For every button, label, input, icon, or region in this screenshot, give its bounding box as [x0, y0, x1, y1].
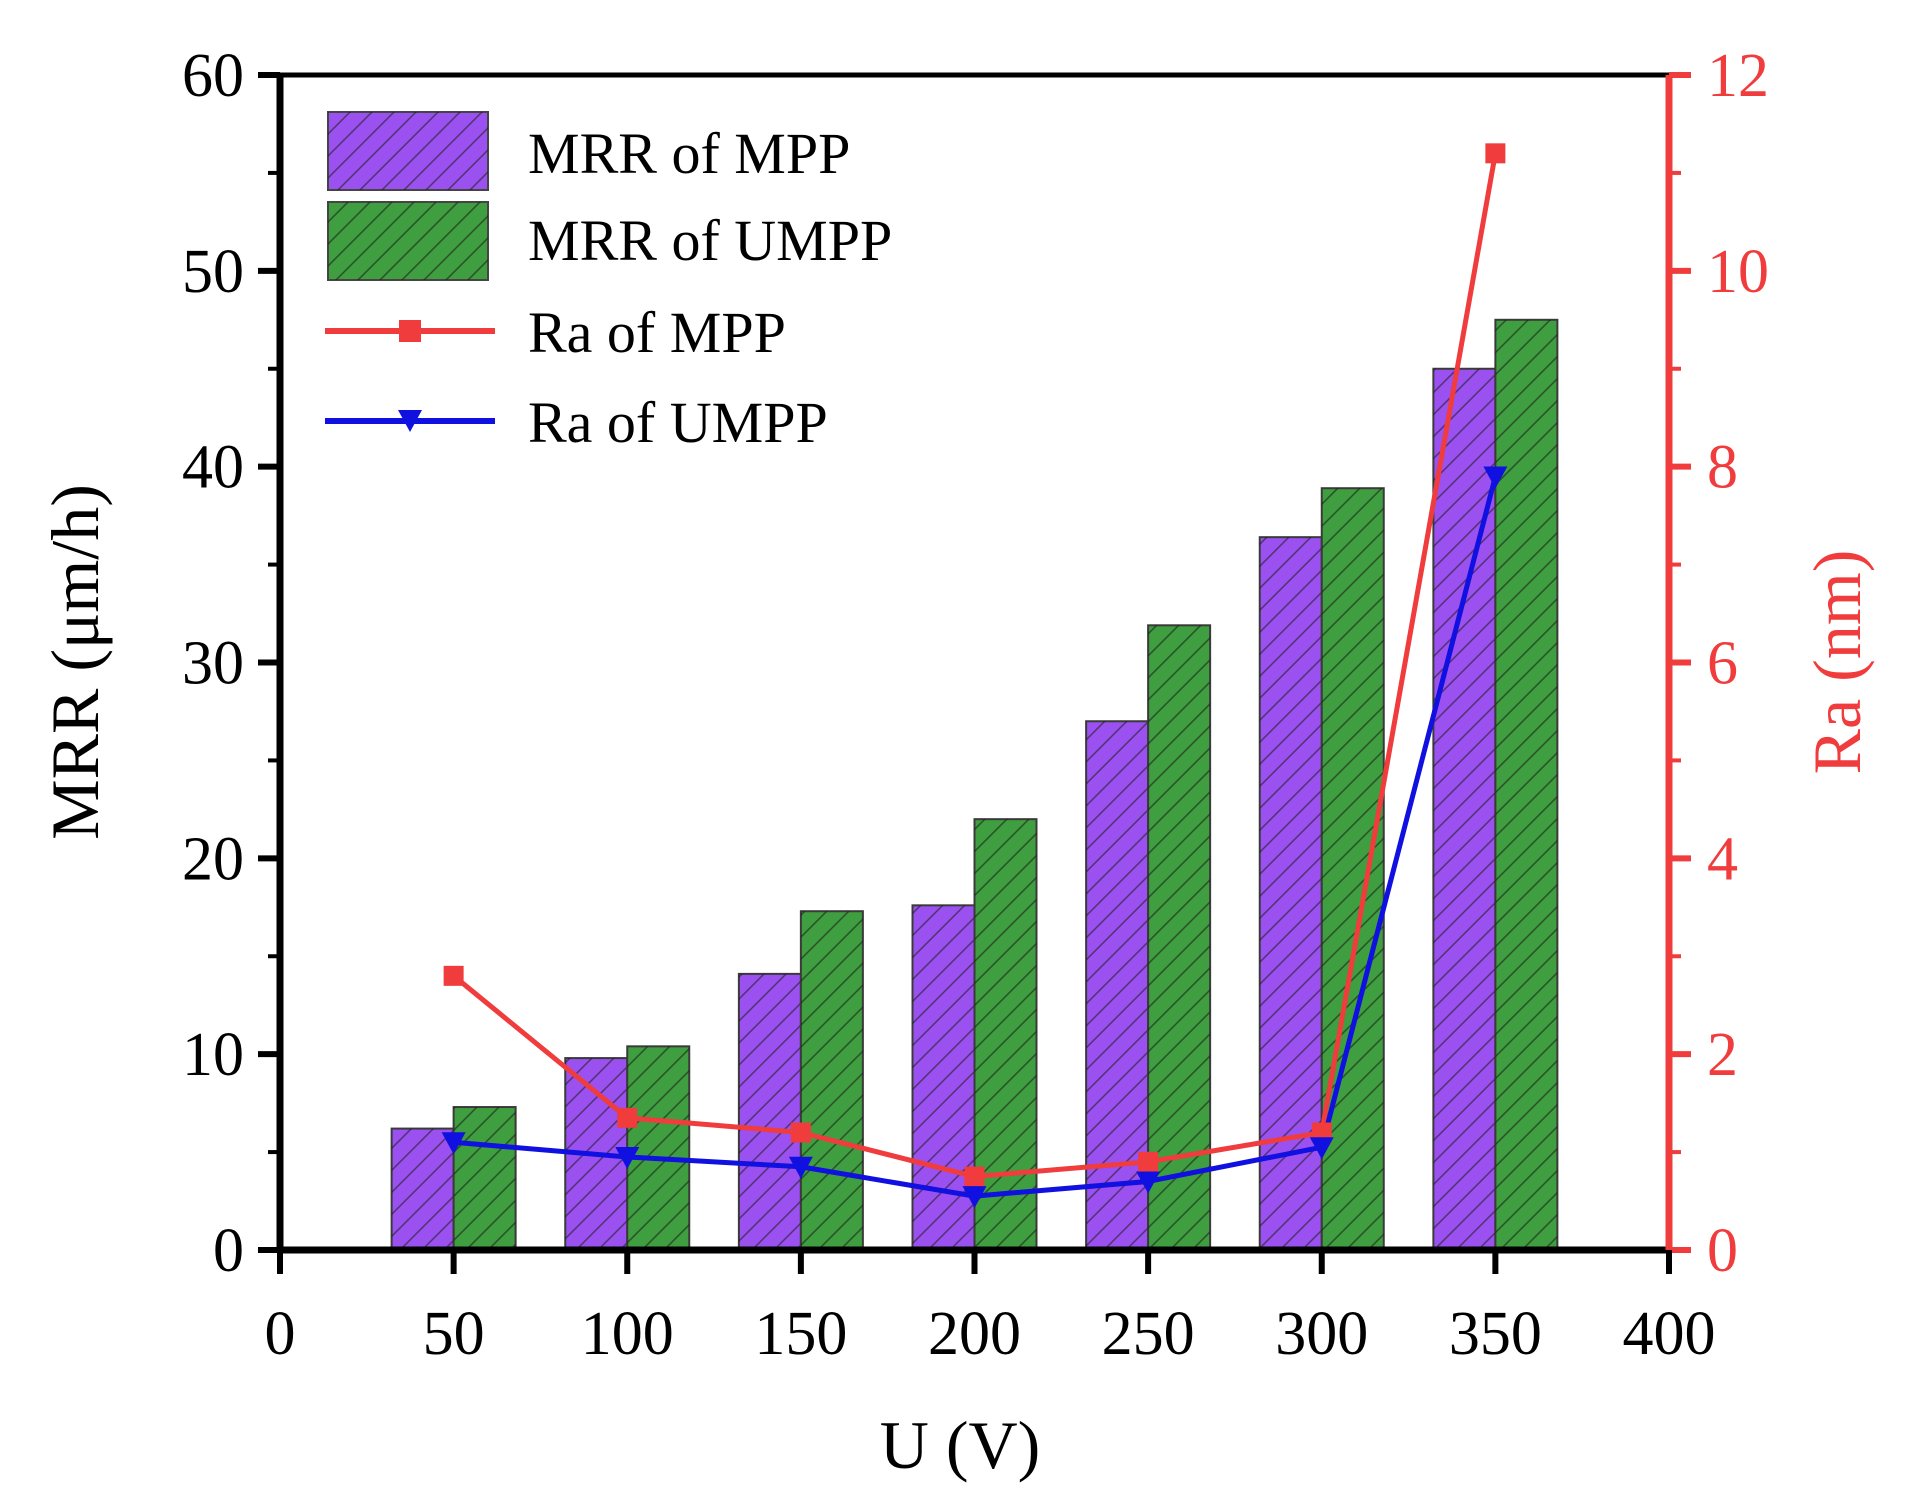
- y-tick-label-50: 50: [182, 238, 244, 306]
- legend-marker-ra-umpp: [398, 410, 422, 432]
- x-tick-label-350: 350: [1449, 1300, 1542, 1368]
- legend-entry-mrr-umpp: MRR of UMPP: [327, 201, 892, 281]
- y2-tick-label-10: 10: [1707, 238, 1769, 306]
- y-tick-label-30: 30: [182, 630, 244, 698]
- bar-mrr-of-umpp-50-hatch: [453, 1107, 516, 1250]
- y2-tick-label-6: 6: [1707, 630, 1738, 698]
- bar-mrr-of-umpp-250-hatch: [1148, 625, 1211, 1250]
- legend-entry-ra-mpp: Ra of MPP: [325, 300, 786, 365]
- marker-ra-of-umpp-250: [1136, 1171, 1161, 1194]
- x-tick-label-400: 400: [1623, 1300, 1716, 1368]
- marker-ra-of-umpp-300: [1309, 1137, 1334, 1160]
- legend-entry-ra-umpp: Ra of UMPP: [325, 390, 828, 455]
- x-tick-label-100: 100: [581, 1300, 674, 1368]
- y2-axis-title: Ra (nm): [1799, 550, 1875, 775]
- y2-tick-label-8: 8: [1707, 434, 1738, 502]
- x-tick-label-200: 200: [928, 1300, 1021, 1368]
- y-tick-label-0: 0: [213, 1217, 244, 1285]
- marker-ra-of-umpp-200: [962, 1186, 987, 1209]
- x-tick-label-300: 300: [1275, 1300, 1368, 1368]
- legend-label-mrr-umpp: MRR of UMPP: [528, 208, 892, 273]
- legend-label-ra-mpp: Ra of MPP: [528, 300, 786, 365]
- legend-swatch-hatch-mrr-mpp: [328, 112, 488, 190]
- marker-ra-of-mpp-50: [443, 965, 464, 986]
- y2-tick-label-2: 2: [1707, 1021, 1738, 1089]
- x-tick-label-0: 0: [265, 1300, 296, 1368]
- x-tick-label-50: 50: [423, 1300, 485, 1368]
- legend: MRR of MPP MRR of UMPP Ra of MPP Ra of U…: [325, 111, 892, 455]
- marker-ra-of-mpp-250: [1138, 1151, 1159, 1172]
- bar-mrr-of-umpp-150-hatch: [800, 911, 863, 1250]
- y2-tick-label-12: 12: [1707, 42, 1769, 110]
- y-axis-title: MRR (μm/h): [37, 484, 113, 840]
- marker-ra-of-umpp-100: [615, 1146, 640, 1169]
- y-tick-label-40: 40: [182, 434, 244, 502]
- bar-mrr-of-umpp-300-hatch: [1321, 488, 1384, 1250]
- legend-marker-ra-mpp: [399, 320, 421, 342]
- y-tick-label-10: 10: [182, 1021, 244, 1089]
- x-axis-title: U (V): [880, 1407, 1041, 1483]
- marker-ra-of-umpp-350: [1483, 466, 1508, 489]
- bar-mrr-of-mpp-300-hatch: [1259, 537, 1322, 1250]
- bar-mrr-of-mpp-200-hatch: [912, 905, 975, 1250]
- y2-tick-label-4: 4: [1707, 825, 1738, 893]
- marker-ra-of-mpp-350: [1485, 143, 1506, 164]
- x-tick-label-250: 250: [1102, 1300, 1195, 1368]
- legend-label-ra-umpp: Ra of UMPP: [528, 390, 828, 455]
- ticks-layer: 0 10 20 30 40 50 60 0 2 4 6 8 10 12 0 50 100 150 200 250 300…: [182, 42, 1769, 1368]
- marker-ra-of-mpp-150: [790, 1122, 811, 1143]
- legend-swatch-hatch-mrr-umpp: [328, 202, 488, 280]
- bar-mrr-of-mpp-50-hatch: [391, 1128, 454, 1250]
- marker-ra-of-mpp-100: [617, 1107, 638, 1128]
- marker-ra-of-umpp-150: [788, 1156, 813, 1179]
- bar-mrr-of-umpp-350-hatch: [1495, 319, 1558, 1251]
- y-tick-label-60: 60: [182, 42, 244, 110]
- legend-label-mrr-mpp: MRR of MPP: [528, 121, 850, 186]
- x-tick-label-150: 150: [754, 1300, 847, 1368]
- markers-layer: [441, 143, 1508, 1209]
- y-tick-label-20: 20: [182, 825, 244, 893]
- marker-ra-of-umpp-50: [441, 1132, 466, 1155]
- bar-mrr-of-mpp-150-hatch: [738, 973, 801, 1250]
- legend-entry-mrr-mpp: MRR of MPP: [327, 111, 850, 191]
- bar-mrr-of-mpp-350-hatch: [1433, 368, 1496, 1250]
- marker-ra-of-mpp-200: [964, 1166, 985, 1187]
- y2-tick-label-0: 0: [1707, 1217, 1738, 1285]
